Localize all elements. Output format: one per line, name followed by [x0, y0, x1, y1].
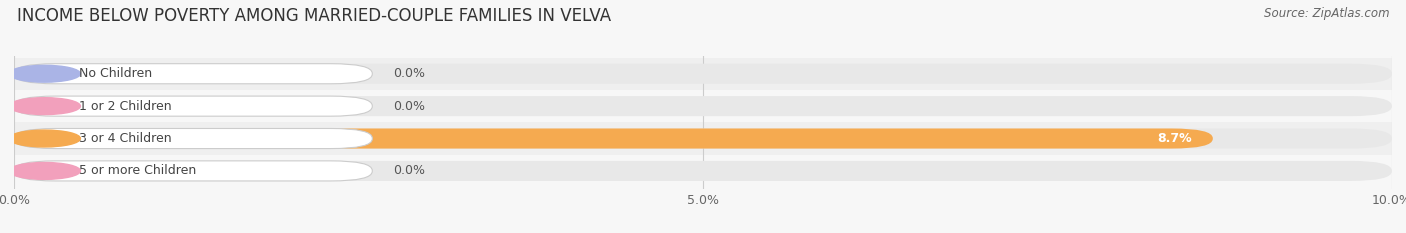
FancyBboxPatch shape	[14, 161, 373, 181]
FancyBboxPatch shape	[14, 128, 1213, 149]
Text: No Children: No Children	[79, 67, 152, 80]
Text: INCOME BELOW POVERTY AMONG MARRIED-COUPLE FAMILIES IN VELVA: INCOME BELOW POVERTY AMONG MARRIED-COUPL…	[17, 7, 612, 25]
Text: 8.7%: 8.7%	[1157, 132, 1192, 145]
Text: 5 or more Children: 5 or more Children	[79, 164, 195, 177]
Text: Source: ZipAtlas.com: Source: ZipAtlas.com	[1264, 7, 1389, 20]
Text: 0.0%: 0.0%	[394, 164, 425, 177]
FancyBboxPatch shape	[14, 128, 373, 149]
FancyBboxPatch shape	[14, 96, 1392, 116]
FancyBboxPatch shape	[14, 64, 373, 84]
FancyBboxPatch shape	[14, 96, 373, 116]
FancyBboxPatch shape	[14, 155, 1392, 187]
FancyBboxPatch shape	[14, 64, 1392, 84]
Text: 1 or 2 Children: 1 or 2 Children	[79, 100, 172, 113]
FancyBboxPatch shape	[14, 58, 1392, 90]
FancyBboxPatch shape	[14, 161, 1392, 181]
FancyBboxPatch shape	[14, 90, 1392, 122]
Circle shape	[8, 65, 80, 82]
Circle shape	[8, 98, 80, 115]
Text: 3 or 4 Children: 3 or 4 Children	[79, 132, 172, 145]
FancyBboxPatch shape	[14, 128, 1392, 149]
Text: 0.0%: 0.0%	[394, 100, 425, 113]
Text: 0.0%: 0.0%	[394, 67, 425, 80]
Circle shape	[8, 130, 80, 147]
Circle shape	[8, 162, 80, 179]
FancyBboxPatch shape	[14, 122, 1392, 155]
